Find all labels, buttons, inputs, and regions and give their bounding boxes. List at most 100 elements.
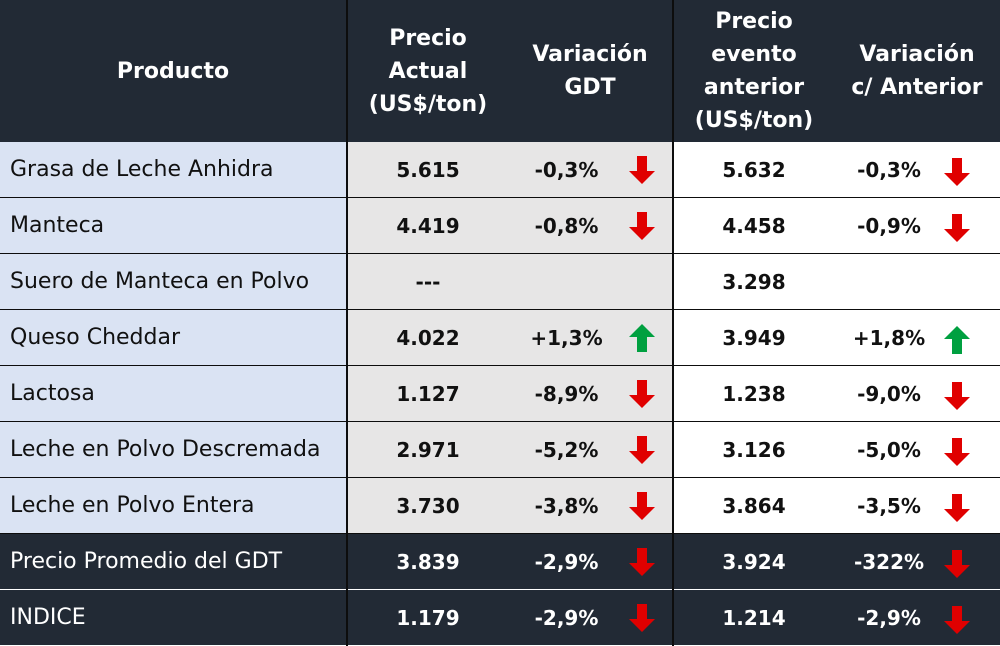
variation-gdt: -0,8%: [534, 213, 599, 238]
table-row: Leche en Polvo Descremada 2.971 -5,2% 3.126…: [0, 422, 1000, 477]
summary-row: Precio Promedio del GDT 3.839 -2,9% 3.924 -3…: [0, 534, 1000, 589]
price-current: 1.179: [348, 590, 508, 645]
variation-gdt-cell: -2,9%: [508, 534, 672, 589]
row-divider: [0, 365, 1000, 366]
row-divider: [0, 253, 1000, 254]
row-divider: [0, 533, 1000, 534]
arrow-down-icon: [629, 492, 655, 520]
arrow-down-icon: [944, 382, 970, 410]
price-previous: 3.864: [674, 478, 834, 533]
variation-previous-cell: [834, 254, 1000, 309]
arrow-up-icon: [944, 326, 970, 354]
product-name: Queso Cheddar: [0, 310, 346, 365]
variation-previous: -0,9%: [857, 213, 921, 238]
variation-previous: +1,8%: [852, 325, 926, 350]
column-divider: [672, 0, 674, 646]
price-previous: 3.298: [674, 254, 834, 309]
variation-gdt: -8,9%: [534, 381, 599, 406]
arrow-down-icon: [944, 606, 970, 634]
variation-previous-cell: -0,3%: [834, 142, 1000, 197]
price-current: 1.127: [348, 366, 508, 421]
variation-gdt-cell: [508, 254, 672, 309]
arrow-down-icon: [629, 212, 655, 240]
variation-gdt-cell: -0,3%: [508, 142, 672, 197]
variation-previous: -0,3%: [857, 157, 921, 182]
product-name: Lactosa: [0, 366, 346, 421]
price-current: 3.730: [348, 478, 508, 533]
row-divider: [0, 309, 1000, 310]
price-current: 4.419: [348, 198, 508, 253]
product-name: Manteca: [0, 198, 346, 253]
variation-gdt: -3,8%: [534, 493, 599, 518]
variation-previous: -3,5%: [857, 493, 921, 518]
variation-previous: -322%: [853, 549, 925, 574]
header-product: Producto: [116, 58, 230, 84]
header-price-previous: Precio evento anterior (US$/ton): [694, 9, 814, 133]
header-price-current: Precio Actual (US$/ton): [368, 25, 488, 117]
price-previous: 3.126: [674, 422, 834, 477]
product-name: Leche en Polvo Entera: [0, 478, 346, 533]
variation-previous: -2,9%: [857, 605, 921, 630]
variation-gdt: +1,3%: [530, 325, 603, 350]
price-current: 4.022: [348, 310, 508, 365]
price-previous: 3.924: [674, 534, 834, 589]
variation-previous-cell: -5,0%: [834, 422, 1000, 477]
summary-row: INDICE 1.179 -2,9% 1.214 -2,9%: [0, 590, 1000, 645]
variation-previous: -9,0%: [857, 381, 921, 406]
price-previous: 3.949: [674, 310, 834, 365]
arrow-down-icon: [944, 438, 970, 466]
variation-gdt: -2,9%: [534, 605, 599, 630]
table-header: Producto Precio Actual (US$/ton) Variaci…: [0, 0, 1000, 142]
header-variation-gdt: Variación GDT: [532, 42, 648, 100]
arrow-down-icon: [944, 494, 970, 522]
column-divider: [346, 0, 348, 646]
price-previous: 1.214: [674, 590, 834, 645]
variation-gdt-cell: -2,9%: [508, 590, 672, 645]
table-row: Leche en Polvo Entera 3.730 -3,8% 3.864 -3,5…: [0, 478, 1000, 533]
row-divider: [0, 197, 1000, 198]
table-row: Lactosa 1.127 -8,9% 1.238 -9,0%: [0, 366, 1000, 421]
variation-gdt: -0,3%: [534, 157, 599, 182]
price-previous: 5.632: [674, 142, 834, 197]
price-previous: 4.458: [674, 198, 834, 253]
arrow-up-icon: [629, 324, 655, 352]
table-row: Queso Cheddar 4.022 +1,3% 3.949 +1,8%: [0, 310, 1000, 365]
variation-gdt: -2,9%: [534, 549, 599, 574]
arrow-down-icon: [944, 550, 970, 578]
variation-previous-cell: -2,9%: [834, 590, 1000, 645]
arrow-down-icon: [629, 548, 655, 576]
variation-previous-cell: -322%: [834, 534, 1000, 589]
price-current: ---: [348, 254, 508, 309]
table-row: Grasa de Leche Anhidra 5.615 -0,3% 5.632 -0,…: [0, 142, 1000, 197]
row-divider: [0, 477, 1000, 478]
variation-gdt-cell: +1,3%: [508, 310, 672, 365]
price-current: 3.839: [348, 534, 508, 589]
variation-gdt-cell: -8,9%: [508, 366, 672, 421]
variation-previous-cell: +1,8%: [834, 310, 1000, 365]
product-name: Precio Promedio del GDT: [0, 534, 346, 589]
variation-previous-cell: -3,5%: [834, 478, 1000, 533]
variation-gdt-cell: -3,8%: [508, 478, 672, 533]
arrow-down-icon: [944, 214, 970, 242]
variation-previous-cell: -0,9%: [834, 198, 1000, 253]
arrow-down-icon: [629, 380, 655, 408]
row-divider: [0, 421, 1000, 422]
table-row: Manteca 4.419 -0,8% 4.458 -0,9%: [0, 198, 1000, 253]
product-name: Suero de Manteca en Polvo: [0, 254, 346, 309]
arrow-down-icon: [629, 156, 655, 184]
price-current: 5.615: [348, 142, 508, 197]
variation-previous-cell: -9,0%: [834, 366, 1000, 421]
arrow-down-icon: [629, 604, 655, 632]
product-name: Leche en Polvo Descremada: [0, 422, 346, 477]
variation-gdt-cell: -0,8%: [508, 198, 672, 253]
table-row: Suero de Manteca en Polvo --- 3.298: [0, 254, 1000, 309]
arrow-down-icon: [629, 436, 655, 464]
price-previous: 1.238: [674, 366, 834, 421]
variation-gdt: -5,2%: [534, 437, 599, 462]
arrow-down-icon: [944, 158, 970, 186]
variation-gdt-cell: -5,2%: [508, 422, 672, 477]
header-variation-previous: Variación c/ Anterior: [851, 42, 983, 100]
product-name: INDICE: [0, 590, 346, 645]
price-current: 2.971: [348, 422, 508, 477]
